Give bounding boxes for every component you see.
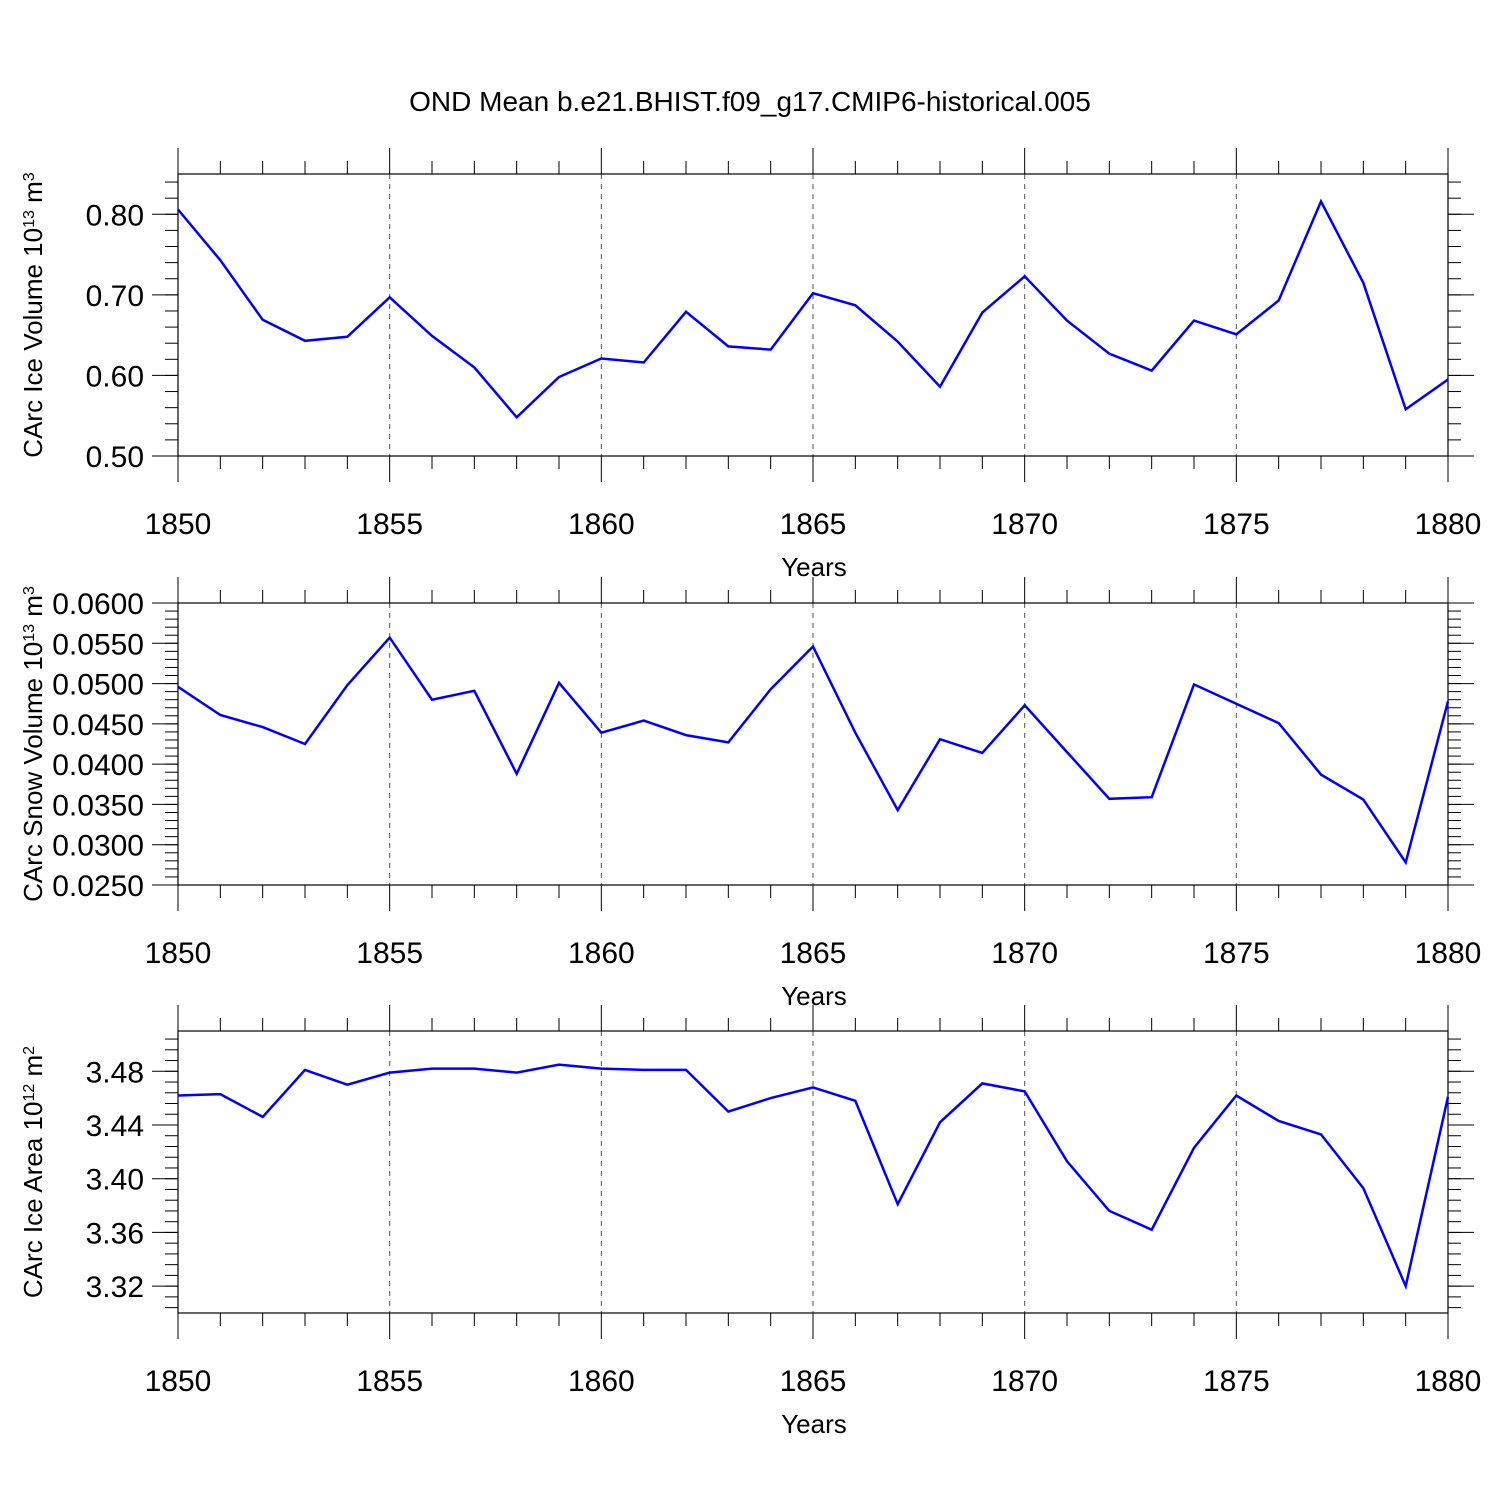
- y-tick-label: 0.0600: [52, 588, 144, 621]
- x-tick-label: 1875: [1203, 1365, 1270, 1398]
- x-tick-label: 1865: [780, 937, 847, 970]
- x-tick-label: 1875: [1203, 508, 1270, 541]
- x-tick-label: 1880: [1415, 937, 1482, 970]
- y-axis-label-part: m: [18, 181, 48, 210]
- y-axis-label-part: m: [18, 1055, 48, 1084]
- x-axis-label: Years: [781, 1409, 847, 1439]
- y-axis-label-superscript: 12: [21, 1084, 38, 1102]
- y-axis-label: CArc Ice Volume 1013 m3: [18, 172, 48, 457]
- y-axis-label-part: m: [18, 595, 48, 624]
- y-axis-label: CArc Snow Volume 1013 m3: [18, 586, 48, 902]
- y-axis-label-superscript: 2: [21, 1046, 38, 1055]
- x-tick-label: 1870: [991, 937, 1058, 970]
- y-axis-label-part: CArc Snow Volume 10: [18, 642, 48, 902]
- x-tick-label: 1850: [145, 508, 212, 541]
- y-axis-label-part: CArc Ice Area 10: [18, 1102, 48, 1299]
- x-tick-label: 1850: [145, 1365, 212, 1398]
- panel-1: 0.50 0.60 0.70 0.80 1850 1855 1860 1865 1870 1875…: [18, 148, 1481, 582]
- y-tick-label: 0.0550: [52, 628, 144, 661]
- y-axis-label-part: CArc Ice Volume 10: [18, 228, 48, 458]
- panel-2: 0.0250 0.0300 0.0350 0.0400 0.0450 0.0500 0.05…: [18, 577, 1481, 1011]
- x-tick-label: 1860: [568, 937, 635, 970]
- y-tick-label: 0.0400: [52, 749, 144, 782]
- x-tick-label: 1875: [1203, 937, 1270, 970]
- series-line: [177, 1063, 1450, 1291]
- x-tick-label: 1870: [991, 1365, 1058, 1398]
- y-tick-label: 3.36: [86, 1217, 144, 1250]
- y-tick-label: 3.44: [86, 1110, 144, 1143]
- x-tick-label: 1855: [356, 1365, 423, 1398]
- panels: 0.50 0.60 0.70 0.80 1850 1855 1860 1865 1870 1875…: [18, 148, 1481, 1439]
- x-tick-label: 1880: [1415, 508, 1482, 541]
- x-tick-label: 1860: [568, 1365, 635, 1398]
- y-tick-label: 0.0450: [52, 709, 144, 742]
- y-tick-label: 3.32: [86, 1271, 144, 1304]
- x-tick-label: 1860: [568, 508, 635, 541]
- x-axis-label: Years: [781, 981, 847, 1011]
- y-tick-label: 0.0250: [52, 870, 144, 903]
- y-axis-label-superscript: 13: [21, 624, 38, 642]
- y-tick-label: 0.80: [86, 199, 144, 232]
- series-line: [177, 635, 1450, 866]
- x-tick-label: 1865: [780, 508, 847, 541]
- y-tick-label: 0.60: [86, 360, 144, 393]
- x-tick-label: 1880: [1415, 1365, 1482, 1398]
- x-tick-label: 1870: [991, 508, 1058, 541]
- y-axis-label-superscript: 13: [21, 210, 38, 228]
- x-tick-label: 1865: [780, 1365, 847, 1398]
- y-tick-label: 0.0500: [52, 669, 144, 702]
- series-line: [177, 198, 1449, 420]
- y-tick-label: 3.48: [86, 1056, 144, 1089]
- y-axis-label-superscript: 3: [21, 586, 38, 595]
- y-tick-label: 0.0300: [52, 830, 144, 863]
- x-tick-label: 1855: [356, 508, 423, 541]
- y-tick-label: 0.0350: [52, 789, 144, 822]
- y-axis-label-superscript: 3: [21, 172, 38, 181]
- y-tick-label: 3.40: [86, 1164, 144, 1197]
- figure-title: OND Mean b.e21.BHIST.f09_g17.CMIP6-histo…: [409, 86, 1091, 117]
- y-tick-label: 0.70: [86, 280, 144, 313]
- panel-3: 3.32 3.36 3.40 3.44 3.48 1850 1855 1860 1865 1870…: [18, 1005, 1481, 1439]
- x-tick-label: 1850: [145, 937, 212, 970]
- y-axis-label: CArc Ice Area 1012 m2: [18, 1046, 48, 1298]
- x-axis-label: Years: [781, 552, 847, 582]
- y-tick-label: 0.50: [86, 441, 144, 474]
- x-tick-label: 1855: [356, 937, 423, 970]
